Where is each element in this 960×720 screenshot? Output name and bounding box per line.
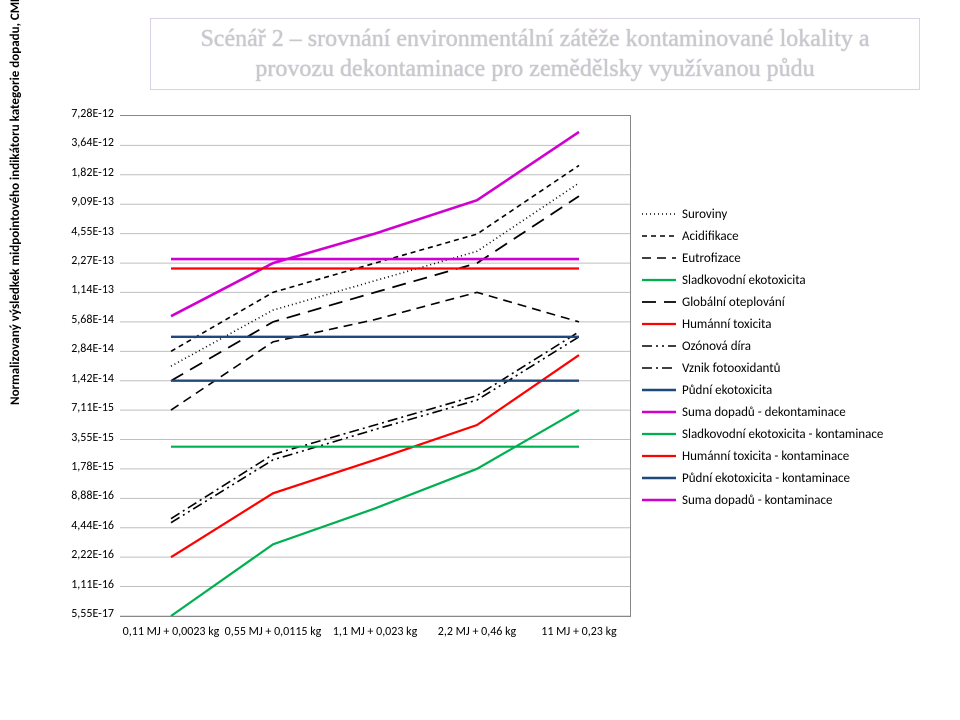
legend-item: Sladkovodní ekotoxicita - kontaminace xyxy=(642,423,952,445)
y-tick: 4,55E-13 xyxy=(71,225,114,239)
series-line xyxy=(171,355,579,557)
legend-label: Acidifikace xyxy=(682,229,739,244)
legend-item: Suma dopadů - dekontaminace xyxy=(642,401,952,423)
series-line xyxy=(171,410,579,616)
series-line xyxy=(171,332,579,519)
x-tick: 11 MJ + 0,23 kg xyxy=(524,625,634,639)
y-tick: 7,28E-12 xyxy=(71,107,114,121)
y-tick: 1,42E-14 xyxy=(71,372,114,386)
x-tick: 1,1 MJ + 0,023 kg xyxy=(320,625,430,639)
y-tick: 2,84E-14 xyxy=(71,342,114,356)
y-tick: 3,64E-12 xyxy=(71,136,114,150)
legend-swatch xyxy=(642,295,676,309)
y-tick: 4,44E-16 xyxy=(71,519,114,533)
y-tick: 1,78E-15 xyxy=(71,460,114,474)
x-tick: 0,55 MJ + 0,0115 kg xyxy=(218,625,328,639)
legend-item: Acidifikace xyxy=(642,225,952,247)
legend-label: Sladkovodní ekotoxicita - kontaminace xyxy=(682,427,883,442)
legend-label: Sladkovodní ekotoxicita xyxy=(682,273,806,288)
legend-swatch xyxy=(642,339,676,353)
legend-swatch xyxy=(642,317,676,331)
legend-label: Humánní toxicita xyxy=(682,317,771,332)
y-tick: 5,68E-14 xyxy=(71,313,114,327)
y-tick: 8,88E-16 xyxy=(71,489,114,503)
y-tick: 5,55E-17 xyxy=(71,607,114,621)
legend-item: Půdní ekotoxicita xyxy=(642,379,952,401)
legend-label: Půdní ekotoxicita - kontaminace xyxy=(682,471,850,486)
series-line xyxy=(171,196,579,381)
x-tick: 2,2 MJ + 0,46 kg xyxy=(422,625,532,639)
chart-title-line2: provozu dekontaminace pro zemědělsky vyu… xyxy=(159,55,911,83)
plot-region xyxy=(120,115,631,617)
y-tick: 9,09E-13 xyxy=(71,195,114,209)
legend-label: Vznik fotooxidantů xyxy=(682,361,780,376)
legend-label: Suma dopadů - kontaminace xyxy=(682,493,832,508)
legend-swatch xyxy=(642,383,676,397)
legend-swatch xyxy=(642,273,676,287)
y-tick: 7,11E-15 xyxy=(71,401,114,415)
series-line xyxy=(171,337,579,523)
y-tick: 2,27E-13 xyxy=(71,254,114,268)
legend-swatch xyxy=(642,471,676,485)
legend-item: Vznik fotooxidantů xyxy=(642,357,952,379)
chart-title-line1: Scénář 2 – srovnání environmentální zátě… xyxy=(159,25,911,53)
legend-swatch xyxy=(642,405,676,419)
chart-area: Normalizovaný výsledkek midpointového in… xyxy=(0,105,960,715)
legend-label: Humánní toxicita - kontaminace xyxy=(682,449,849,464)
legend-swatch xyxy=(642,361,676,375)
y-tick: 1,82E-12 xyxy=(71,166,114,180)
legend-label: Suroviny xyxy=(682,207,727,222)
x-tick: 0,11 MJ + 0,0023 kg xyxy=(116,625,226,639)
legend-item: Půdní ekotoxicita - kontaminace xyxy=(642,467,952,489)
legend-item: Suma dopadů - kontaminace xyxy=(642,489,952,511)
series-line xyxy=(171,183,579,366)
legend-item: Humánní toxicita - kontaminace xyxy=(642,445,952,467)
legend-item: Sladkovodní ekotoxicita xyxy=(642,269,952,291)
y-axis-label: Normalizovaný výsledkek midpointového in… xyxy=(8,0,23,405)
legend-label: Ozónová díra xyxy=(682,339,751,354)
y-tick: 1,11E-16 xyxy=(71,578,114,592)
y-tick: 2,22E-16 xyxy=(71,548,114,562)
legend-item: Ozónová díra xyxy=(642,335,952,357)
legend-item: Eutrofizace xyxy=(642,247,952,269)
legend-item: Humánní toxicita xyxy=(642,313,952,335)
plot-svg xyxy=(120,116,630,616)
legend-swatch xyxy=(642,251,676,265)
legend-swatch xyxy=(642,229,676,243)
legend-item: Suroviny xyxy=(642,203,952,225)
legend-label: Půdní ekotoxicita xyxy=(682,383,772,398)
legend-swatch xyxy=(642,207,676,221)
legend-label: Globální oteplování xyxy=(682,295,785,310)
legend-label: Suma dopadů - dekontaminace xyxy=(682,405,846,420)
legend-swatch xyxy=(642,449,676,463)
y-tick: 3,55E-15 xyxy=(71,431,114,445)
legend-label: Eutrofizace xyxy=(682,251,741,266)
series-line xyxy=(171,132,579,316)
legend-item: Globální oteplování xyxy=(642,291,952,313)
chart-title-box: Scénář 2 – srovnání environmentální zátě… xyxy=(150,18,920,90)
legend-swatch xyxy=(642,493,676,507)
legend: Suroviny Acidifikace Eutrofizace Sladkovodn… xyxy=(642,203,952,511)
y-tick: 1,14E-13 xyxy=(71,283,114,297)
legend-swatch xyxy=(642,427,676,441)
